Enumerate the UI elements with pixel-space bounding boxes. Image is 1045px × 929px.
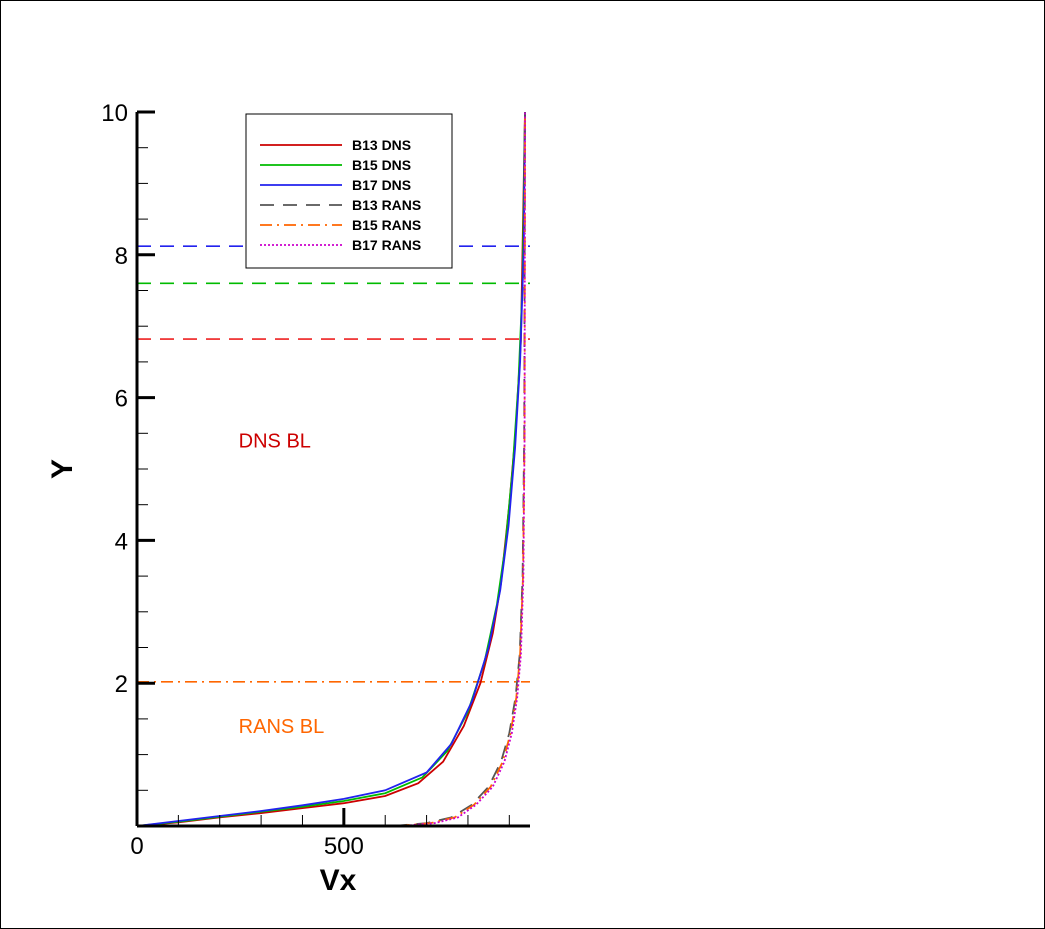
y-axis-label: Y — [46, 459, 79, 479]
y-tick-label: 6 — [115, 386, 128, 413]
series-lines — [136, 111, 526, 827]
annotations: DNS BL RANS BL — [239, 431, 325, 739]
y-tick-label: 10 — [101, 100, 128, 127]
annotation-1: DNS BL — [239, 431, 311, 453]
series-line-3 — [136, 111, 526, 827]
reference-lines — [137, 245, 530, 683]
legend-label-1: B13 DNS — [352, 137, 411, 153]
y-tick-label: 2 — [115, 671, 128, 698]
tick-labels: 2 4 6 8 10 0 500 — [101, 100, 364, 860]
legend-label-5: B15 RANS — [352, 217, 421, 233]
axes — [135, 110, 530, 828]
legend-label-2: B15 DNS — [352, 157, 411, 173]
legend-label-6: B17 RANS — [352, 237, 421, 253]
x-tick-label: 500 — [324, 833, 364, 860]
y-tick-label: 8 — [115, 243, 128, 270]
legend-label-4: B13 RANS — [352, 197, 421, 213]
annotation-2: RANS BL — [239, 716, 325, 738]
legend: B13 DNS B15 DNS B17 DNS B13 RANS B15 RANS B17… — [245, 113, 453, 269]
series-line-6 — [401, 111, 526, 827]
legend-label-3: B17 DNS — [352, 177, 411, 193]
y-tick-label: 4 — [115, 528, 128, 555]
x-tick-label: 0 — [130, 833, 143, 860]
x-axis-label: Vx — [320, 864, 357, 897]
legend-box — [245, 113, 453, 269]
